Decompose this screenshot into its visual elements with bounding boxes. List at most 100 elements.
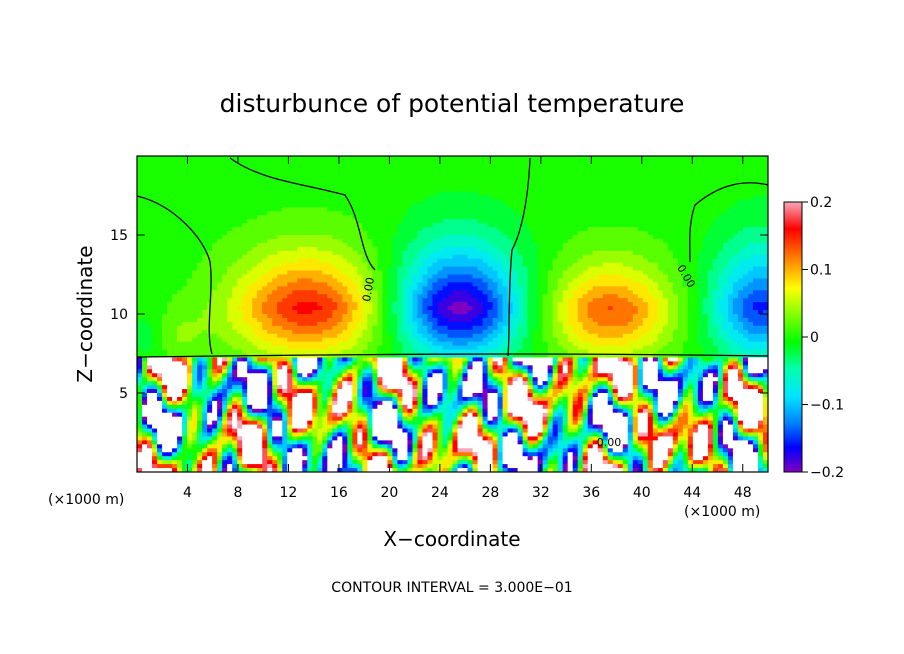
heatmap-cell	[232, 294, 238, 299]
heatmap-cell	[297, 274, 303, 280]
heatmap-cell	[587, 183, 594, 189]
heatmap-cell	[757, 242, 764, 248]
heatmap-cell	[612, 167, 619, 173]
heatmap-cell	[657, 191, 664, 197]
heatmap-cell	[572, 211, 579, 216]
heatmap-cell	[427, 219, 434, 224]
heatmap-cell	[547, 246, 554, 252]
heatmap-cell	[612, 215, 619, 220]
heatmap-cell	[242, 246, 248, 252]
heatmap-cell	[337, 235, 343, 240]
heatmap-cell	[457, 215, 464, 220]
heatmap-cell	[397, 238, 404, 244]
heatmap-cell	[267, 183, 273, 189]
heatmap-cell	[592, 302, 599, 307]
heatmap-cell	[512, 227, 519, 232]
heatmap-cell	[452, 274, 459, 280]
heatmap-cell	[422, 286, 429, 291]
heatmap-cell	[707, 302, 714, 307]
heatmap-cell	[467, 163, 474, 169]
heatmap-cell	[702, 156, 709, 161]
heatmap-cell	[762, 274, 768, 280]
heatmap-cell	[502, 238, 509, 244]
heatmap-cell	[232, 171, 238, 177]
heatmap-cell	[152, 235, 158, 240]
heatmap-cell	[567, 270, 574, 276]
heatmap-cell	[287, 183, 293, 189]
heatmap-cell	[682, 199, 689, 204]
heatmap-cell	[302, 179, 308, 185]
heatmap-cell	[587, 238, 594, 244]
heatmap-cell	[347, 306, 353, 311]
heatmap-cell	[142, 286, 148, 291]
heatmap-cell	[527, 163, 534, 169]
heatmap-cell	[227, 227, 233, 232]
heatmap-cell	[687, 159, 694, 165]
heatmap-cell	[347, 167, 353, 173]
heatmap-cell	[407, 195, 414, 201]
heatmap-cell	[642, 171, 649, 177]
heatmap-cell	[437, 294, 444, 299]
heatmap-cell	[137, 175, 143, 181]
heatmap-cell	[227, 215, 233, 220]
heatmap-cell	[382, 250, 388, 256]
heatmap-cell	[197, 156, 203, 161]
heatmap-cell	[167, 286, 173, 291]
heatmap-cell	[157, 294, 163, 299]
heatmap-cell	[607, 227, 614, 232]
heatmap-cell	[257, 207, 263, 212]
heatmap-cell	[172, 310, 178, 315]
heatmap-cell	[192, 306, 198, 311]
heatmap-cell	[142, 250, 148, 256]
heatmap-cell	[242, 159, 248, 165]
heatmap-cell	[732, 159, 739, 165]
heatmap-cell	[527, 199, 534, 204]
heatmap-cell	[147, 290, 153, 295]
heatmap-cell	[627, 227, 634, 232]
heatmap-cell	[457, 203, 464, 208]
heatmap-cell	[377, 191, 383, 197]
heatmap-cell	[237, 282, 243, 287]
heatmap-cell	[277, 274, 283, 280]
heatmap-cell	[407, 215, 414, 220]
heatmap-cell	[752, 195, 759, 201]
heatmap-cell	[367, 254, 373, 260]
heatmap-cell	[582, 262, 589, 268]
heatmap-cell	[332, 159, 338, 165]
plot-area: 0.00 0.000.00	[137, 156, 768, 472]
heatmap-cell	[412, 156, 419, 161]
heatmap-cell	[732, 302, 739, 307]
heatmap-cell	[397, 219, 404, 224]
heatmap-cell	[522, 246, 529, 252]
heatmap-cell	[442, 199, 449, 204]
heatmap-cell	[237, 191, 243, 197]
heatmap-cell	[707, 223, 714, 228]
heatmap-cell	[292, 219, 298, 224]
heatmap-cell	[462, 171, 469, 177]
heatmap-cell	[487, 223, 494, 228]
heatmap-cell	[387, 254, 394, 260]
heatmap-cell	[137, 266, 143, 272]
heatmap-cell	[207, 156, 213, 161]
heatmap-cell	[587, 207, 594, 212]
heatmap-cell	[582, 290, 589, 295]
heatmap-cell	[302, 195, 308, 201]
heatmap-cell	[327, 282, 333, 287]
heatmap-cell	[177, 219, 183, 224]
heatmap-cell	[702, 175, 709, 181]
heatmap-cell	[667, 183, 674, 189]
heatmap-cell	[347, 274, 353, 280]
heatmap-cell	[512, 207, 519, 212]
heatmap-cell	[277, 246, 283, 252]
heatmap-cell	[157, 235, 163, 240]
heatmap-cell	[382, 219, 388, 224]
heatmap-cell	[667, 175, 674, 181]
heatmap-cell	[432, 211, 439, 216]
heatmap-cell	[532, 211, 539, 216]
heatmap-cell	[282, 211, 288, 216]
heatmap-cell	[317, 171, 323, 177]
heatmap-cell	[487, 254, 494, 260]
heatmap-cell	[382, 262, 388, 268]
heatmap-cell	[217, 223, 223, 228]
heatmap-cell	[317, 223, 323, 228]
